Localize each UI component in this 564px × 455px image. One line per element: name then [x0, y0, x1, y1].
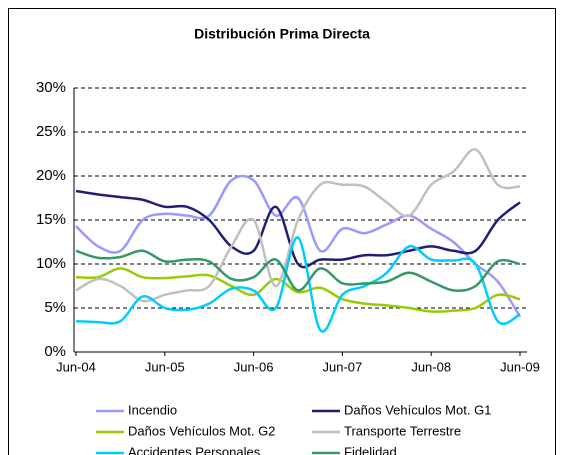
y-tick-label: 20% [36, 167, 66, 184]
legend-label: Incendio [128, 402, 177, 417]
y-tick-label: 30% [36, 79, 66, 96]
chart-border [8, 8, 556, 455]
x-tick-label: Jun-05 [145, 359, 185, 374]
legend-label: Fidelidad [344, 444, 397, 455]
series-line [75, 189, 521, 269]
series-line [75, 174, 522, 318]
series-line [75, 249, 521, 292]
x-tick-label: Jun-09 [500, 359, 540, 374]
legend-label: Daños Vehículos Mot. G1 [344, 402, 491, 417]
legend-label: Accidentes Personales [128, 444, 261, 455]
x-tick-label: Jun-07 [323, 359, 363, 374]
legend-label: Daños Vehículos Mot. G2 [128, 423, 275, 438]
series-line [75, 148, 521, 303]
y-tick-label: 5% [44, 299, 66, 316]
legend-label: Transporte Terrestre [344, 423, 461, 438]
series-line [75, 236, 521, 333]
x-tick-label: Jun-08 [411, 359, 451, 374]
y-tick-label: 10% [36, 255, 66, 272]
x-tick-label: Jun-06 [234, 359, 274, 374]
series-line [75, 267, 521, 313]
x-tick-label: Jun-04 [56, 359, 96, 374]
chart-title: Distribución Prima Directa [194, 26, 370, 42]
y-tick-label: 0% [44, 343, 66, 360]
y-tick-label: 25% [36, 123, 66, 140]
y-tick-label: 15% [36, 211, 66, 228]
